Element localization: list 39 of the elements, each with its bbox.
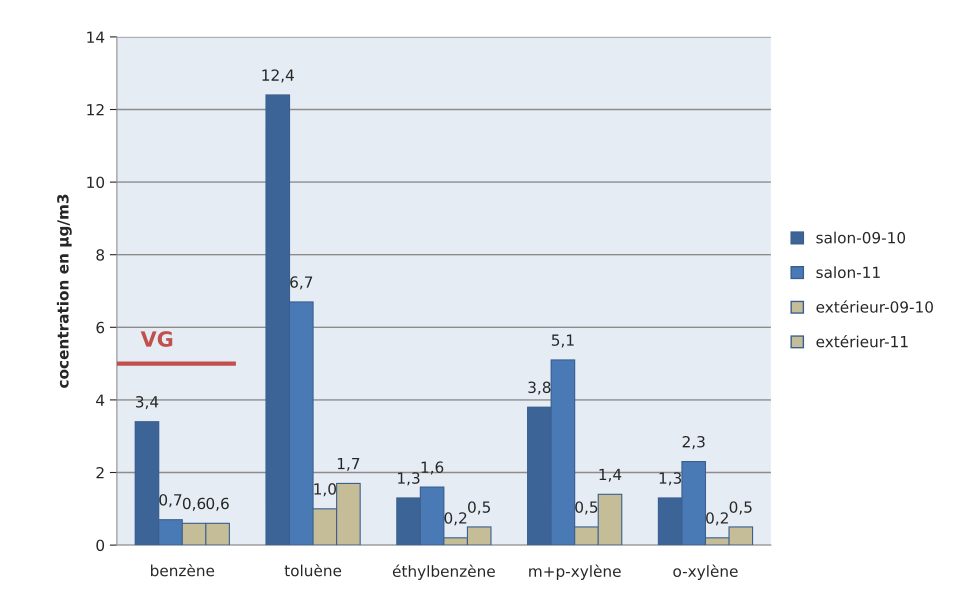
legend-label: salon-09-10 [816, 232, 906, 244]
data-label: 0,6 [206, 498, 229, 511]
legend-label: extérieur-09-10 [816, 300, 933, 313]
x-tick-label: o-xylène [673, 564, 738, 580]
data-label: 0,7 [159, 494, 182, 508]
legend-label: extérieur-11 [816, 334, 908, 348]
x-tick-label: benzène [151, 564, 214, 576]
x-tick-label: toluène [284, 564, 342, 576]
data-label: 1,7 [338, 458, 360, 471]
y-tick-label: 12 [87, 104, 104, 116]
data-label: 0,2 [706, 512, 728, 526]
x-tick-label: m+p-xylène [529, 564, 621, 580]
data-label: 1,3 [398, 472, 420, 486]
y-tick-label: 8 [96, 249, 104, 261]
y-tick-label: 0 [96, 540, 104, 552]
data-label: 0,6 [182, 498, 206, 511]
y-axis-title: cocentration en µg/m3 [56, 194, 72, 388]
data-label: 1,0 [314, 483, 336, 496]
y-tick-label: 6 [96, 322, 104, 334]
data-label: 2,3 [682, 436, 705, 450]
data-label: 5,1 [552, 334, 574, 348]
data-label: 3,8 [528, 382, 550, 395]
data-label: 0,5 [730, 501, 752, 514]
data-label: 6,7 [290, 276, 312, 290]
data-label: 0,5 [468, 501, 490, 514]
y-tick-label: 4 [96, 394, 104, 406]
data-label: 1,6 [422, 461, 444, 475]
y-tick-label: 10 [87, 176, 104, 188]
ref-line-label: VG [140, 331, 172, 347]
data-label: 3,4 [136, 396, 158, 410]
y-tick-label: 14 [87, 32, 104, 43]
data-label: 0,2 [444, 512, 466, 526]
y-tick-label: 2 [96, 466, 104, 478]
data-label: 1,3 [660, 472, 682, 486]
data-label: 12,4 [262, 69, 294, 82]
x-tick-label: éthylbenzène [392, 564, 495, 580]
data-label: 0,5 [575, 501, 598, 514]
data-label: 1,4 [600, 468, 622, 482]
legend-label: salon-11 [816, 266, 880, 278]
